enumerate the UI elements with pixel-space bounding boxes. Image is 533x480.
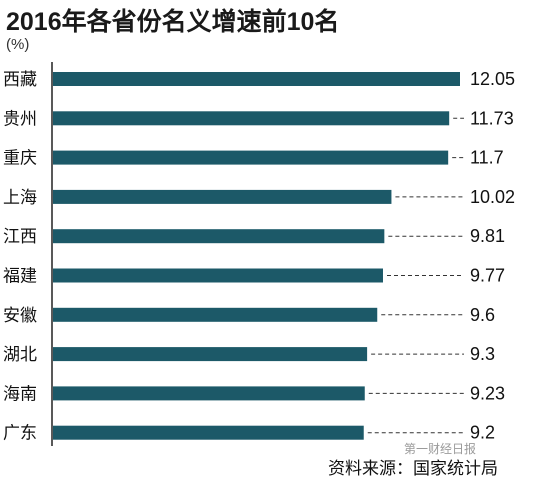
value-label: 12.05 xyxy=(470,69,515,89)
category-label: 海南 xyxy=(3,384,37,404)
watermark-text: 第一财经日报 xyxy=(404,442,477,456)
value-label: 9.23 xyxy=(470,383,505,403)
category-label: 西藏 xyxy=(3,70,37,90)
bar xyxy=(53,347,368,362)
value-label: 9.3 xyxy=(470,344,495,364)
bar xyxy=(53,229,385,244)
category-label: 安徽 xyxy=(3,306,37,326)
bar xyxy=(53,111,450,126)
bar xyxy=(53,386,365,401)
value-label: 9.6 xyxy=(470,305,495,325)
category-label: 江西 xyxy=(3,227,37,247)
value-label: 9.77 xyxy=(470,266,505,286)
bar xyxy=(53,307,378,322)
category-label: 重庆 xyxy=(3,149,37,169)
category-label: 广东 xyxy=(3,424,37,444)
bar xyxy=(53,268,383,283)
bar xyxy=(53,425,364,440)
bar xyxy=(53,150,449,165)
value-label: 9.2 xyxy=(470,423,495,443)
source-note: 资料来源：国家统计局 xyxy=(328,459,498,478)
category-label: 上海 xyxy=(3,188,37,208)
value-label: 11.73 xyxy=(470,108,514,128)
value-label: 11.7 xyxy=(470,148,504,168)
value-label: 10.02 xyxy=(470,187,515,207)
value-label: 9.81 xyxy=(470,226,505,246)
category-label: 湖北 xyxy=(3,345,37,365)
bar xyxy=(53,189,392,204)
category-label: 贵州 xyxy=(3,109,37,129)
unit-label: (%) xyxy=(6,36,30,53)
bar xyxy=(53,72,460,86)
chart-title: 2016年各省份名义增速前10名 xyxy=(6,8,340,36)
category-label: 福建 xyxy=(3,267,37,287)
